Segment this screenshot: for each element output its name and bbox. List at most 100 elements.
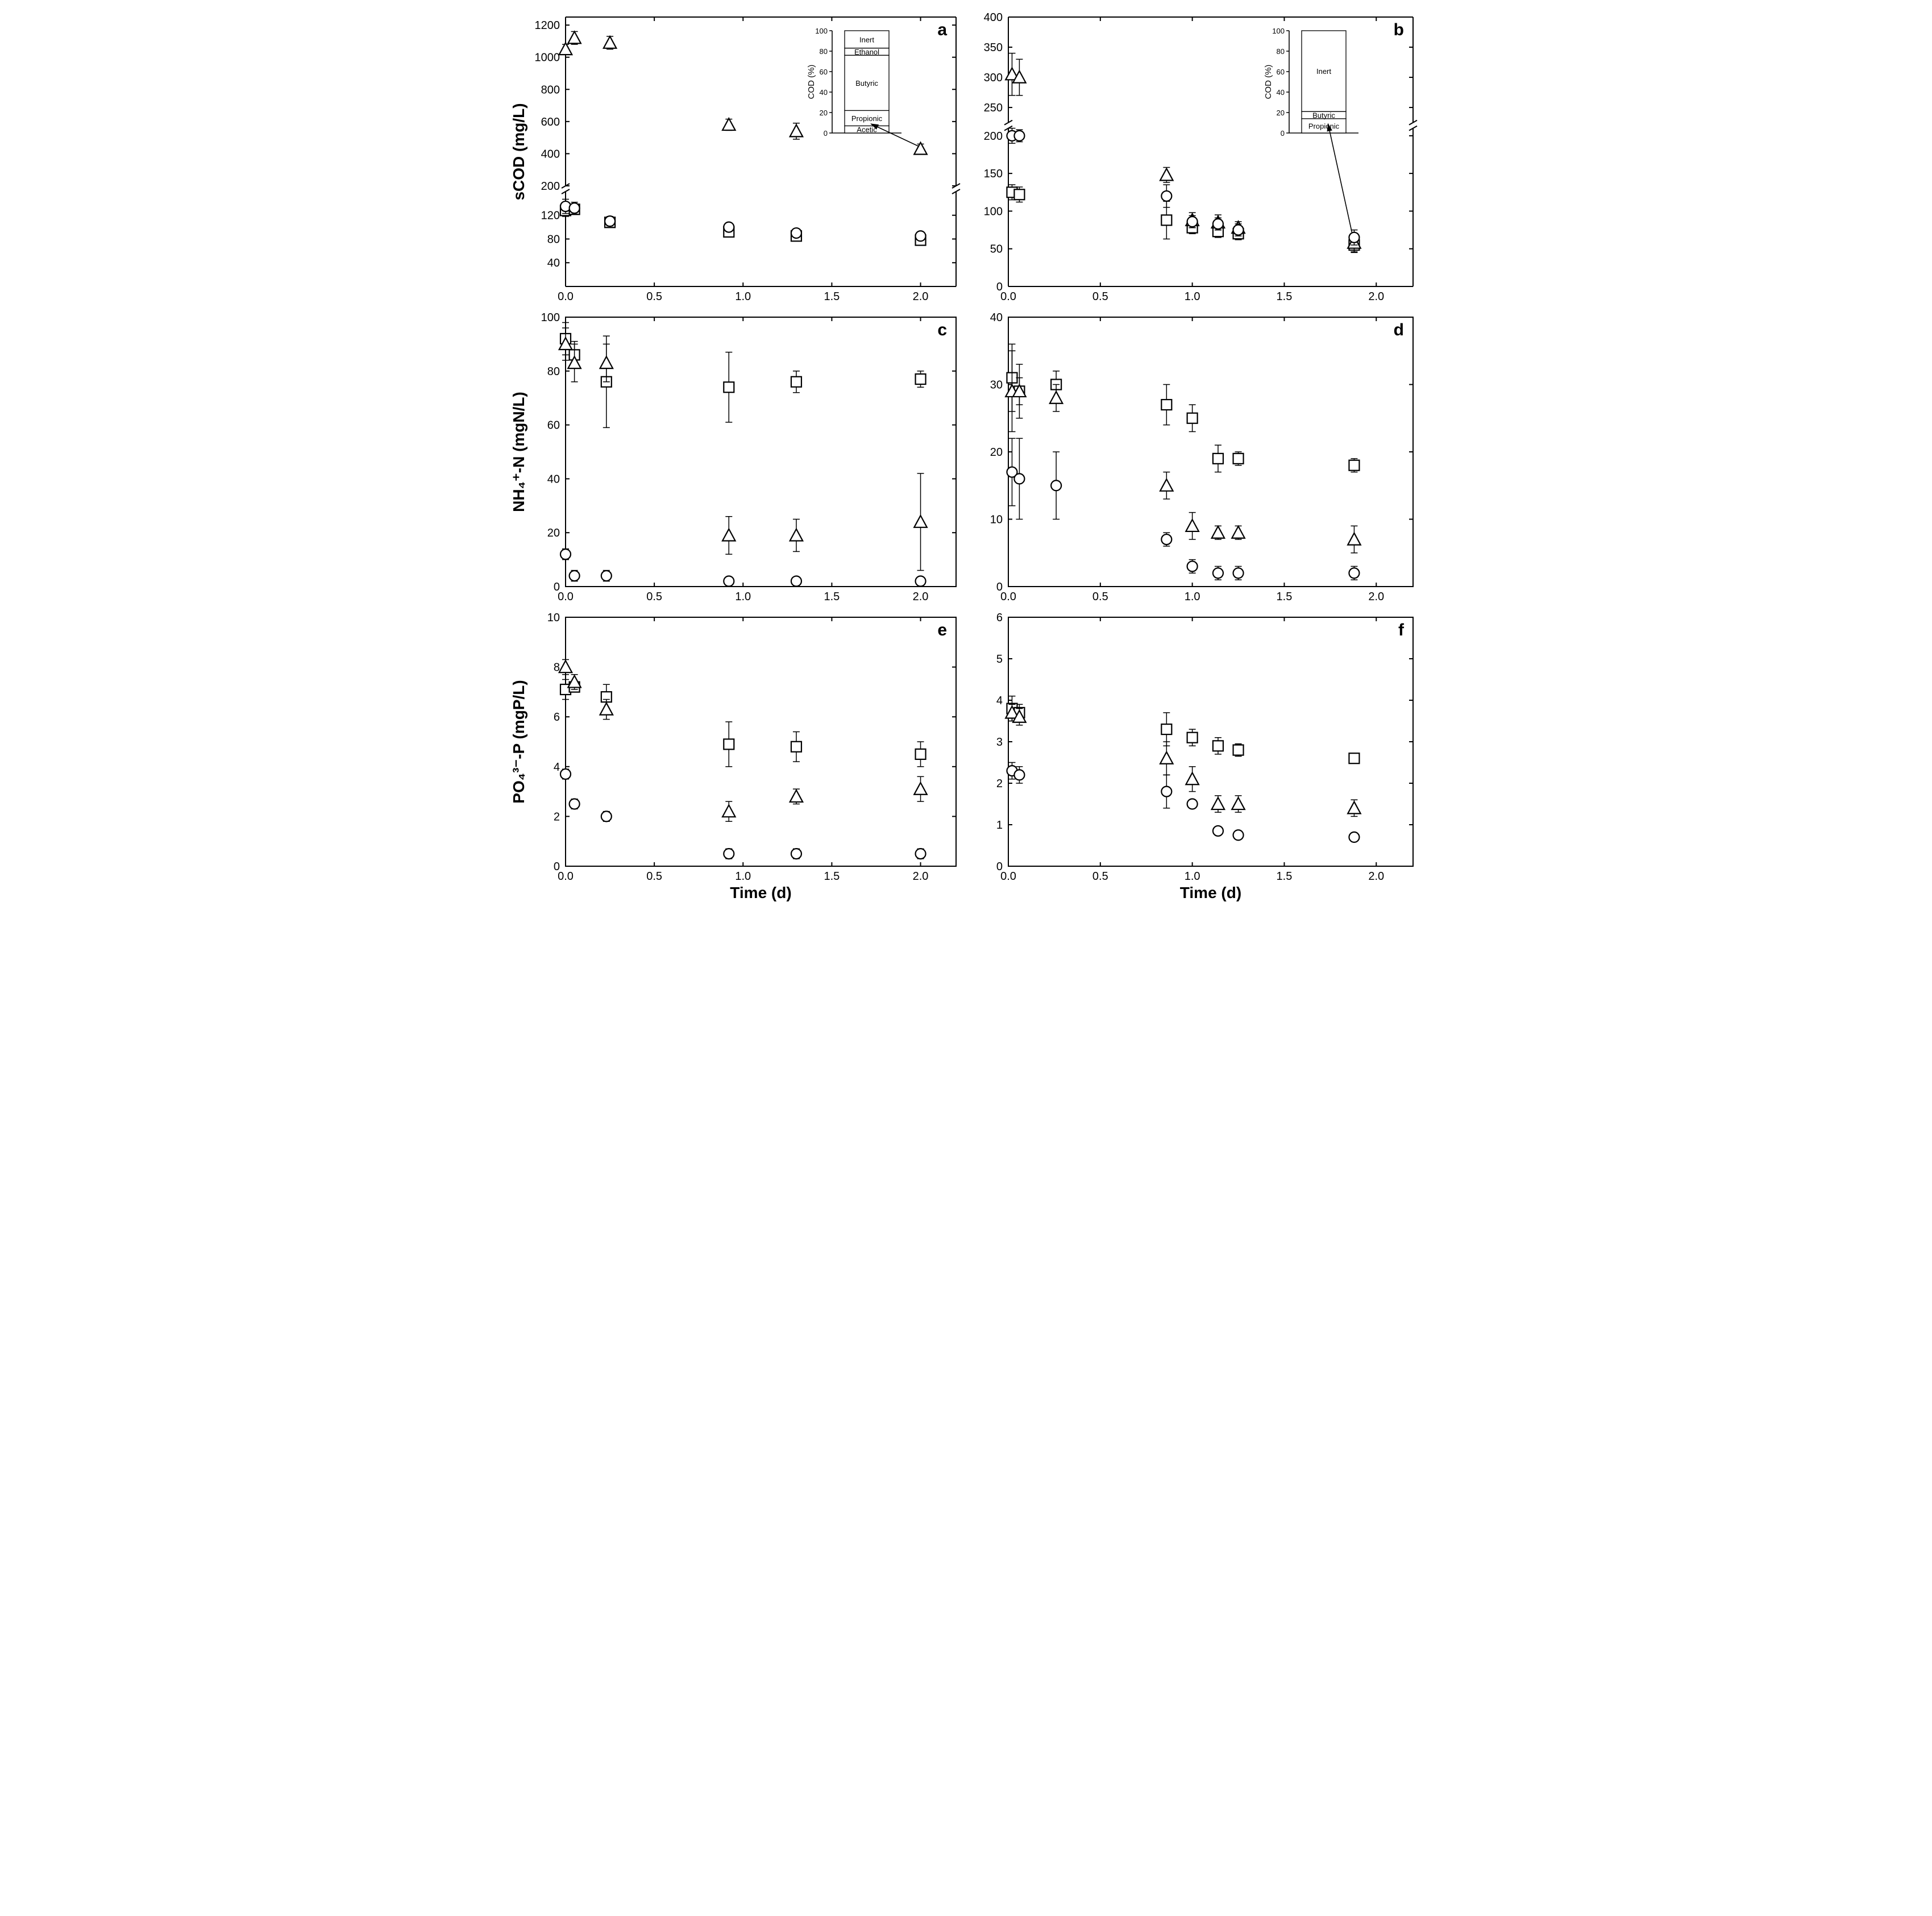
svg-text:20: 20 (1276, 109, 1284, 117)
inset-ylabel: COD (%) (1264, 65, 1273, 99)
svg-text:1.5: 1.5 (824, 870, 840, 883)
svg-text:2.0: 2.0 (1368, 290, 1384, 303)
series-triangle (1006, 704, 1360, 816)
svg-text:0.0: 0.0 (558, 591, 574, 603)
svg-text:20: 20 (547, 527, 559, 539)
inset-segment-label: Inert (859, 35, 874, 44)
svg-text:100: 100 (983, 205, 1002, 218)
panel-a: 4080120200400600800100012000.00.51.01.52… (512, 11, 966, 307)
svg-text:40: 40 (819, 88, 827, 97)
y-axis-label: PO₄³⁻-P (mgP/L) (512, 680, 527, 803)
series-square (560, 322, 926, 427)
panel-container-c: 0204060801000.00.51.01.52.0NH₄⁺-N (mgN/L… (512, 311, 966, 609)
svg-text:4: 4 (553, 761, 559, 774)
series-circle (1007, 763, 1359, 842)
inset-segment-label: Propionic (851, 114, 882, 123)
panel-container-d: 0102030400.00.51.01.52.0d (969, 311, 1423, 609)
svg-text:5: 5 (996, 653, 1002, 666)
svg-text:1.0: 1.0 (1184, 870, 1200, 883)
svg-text:6: 6 (996, 612, 1002, 624)
panel-f: 01234560.00.51.01.52.0Time (d)f (969, 612, 1423, 907)
svg-text:0.5: 0.5 (646, 870, 662, 883)
panel-container-a: 4080120200400600800100012000.00.51.01.52… (512, 11, 966, 309)
svg-text:40: 40 (990, 311, 1002, 324)
series-circle (1007, 438, 1359, 580)
inset-segment-label: Butyric (1312, 111, 1335, 120)
inset-segment-label: Butyric (855, 79, 878, 88)
svg-text:2.0: 2.0 (912, 591, 928, 603)
svg-text:40: 40 (1276, 88, 1284, 97)
svg-text:80: 80 (1276, 47, 1284, 56)
svg-text:30: 30 (990, 379, 1002, 392)
svg-text:800: 800 (541, 84, 559, 96)
series-square (560, 204, 926, 245)
panel-container-e: 02468100.00.51.01.52.0PO₄³⁻-P (mgP/L)Tim… (512, 612, 966, 909)
svg-text:1.5: 1.5 (824, 591, 840, 603)
series-circle (560, 549, 926, 587)
y-axis-label: sCOD (mg/L) (512, 103, 527, 200)
svg-text:60: 60 (819, 68, 827, 76)
svg-text:40: 40 (547, 257, 559, 269)
panel-b: 0501001502002503003504000.00.51.01.52.00… (969, 11, 1423, 307)
inset-segment-label: Propionic (1308, 122, 1339, 130)
svg-text:0.0: 0.0 (1000, 870, 1016, 883)
series-square (1007, 185, 1359, 252)
svg-text:60: 60 (547, 419, 559, 432)
x-axis-label: Time (d) (1179, 884, 1241, 901)
panel-letter: d (1393, 321, 1403, 339)
svg-text:1000: 1000 (534, 52, 560, 64)
svg-text:0.5: 0.5 (1092, 290, 1108, 303)
svg-text:100: 100 (815, 27, 828, 35)
inset-segment-label: Acetic (857, 126, 877, 134)
svg-text:1.0: 1.0 (1184, 290, 1200, 303)
x-axis-label: Time (d) (730, 884, 791, 901)
series-square (1007, 696, 1359, 764)
svg-text:0.5: 0.5 (646, 591, 662, 603)
svg-text:200: 200 (983, 130, 1002, 143)
svg-text:4: 4 (996, 695, 1002, 707)
svg-text:1.0: 1.0 (735, 870, 751, 883)
svg-text:100: 100 (541, 311, 559, 324)
inset-ylabel: COD (%) (807, 65, 816, 99)
panel-letter: a (937, 20, 947, 39)
svg-text:1.0: 1.0 (735, 290, 751, 303)
svg-text:1.0: 1.0 (1184, 591, 1200, 603)
svg-text:400: 400 (983, 11, 1002, 24)
svg-text:1200: 1200 (534, 19, 560, 32)
series-triangle (559, 659, 926, 821)
panel-container-b: 0501001502002503003504000.00.51.01.52.00… (969, 11, 1423, 309)
svg-text:0: 0 (823, 129, 827, 138)
svg-text:0.0: 0.0 (558, 870, 574, 883)
svg-text:2: 2 (553, 811, 559, 823)
panel-c: 0204060801000.00.51.01.52.0NH₄⁺-N (mgN/L… (512, 311, 966, 607)
panel-e: 02468100.00.51.01.52.0PO₄³⁻-P (mgP/L)Tim… (512, 612, 966, 907)
series-circle (560, 769, 926, 859)
svg-text:0.5: 0.5 (1092, 591, 1108, 603)
svg-text:1.5: 1.5 (1276, 870, 1292, 883)
svg-text:10: 10 (990, 514, 1002, 526)
svg-text:1.0: 1.0 (735, 591, 751, 603)
svg-text:100: 100 (1272, 27, 1285, 35)
svg-text:60: 60 (1276, 68, 1284, 76)
svg-text:400: 400 (541, 148, 559, 160)
series-square (1007, 344, 1359, 472)
panel-letter: c (937, 321, 947, 339)
svg-text:2.0: 2.0 (912, 290, 928, 303)
svg-text:3: 3 (996, 736, 1002, 749)
svg-text:50: 50 (990, 243, 1002, 256)
svg-text:1.5: 1.5 (824, 290, 840, 303)
series-square (560, 680, 926, 767)
svg-text:80: 80 (547, 233, 559, 246)
panel-letter: b (1393, 20, 1403, 39)
inset-segment-label: Inert (1316, 67, 1331, 76)
series-circle (1007, 128, 1359, 245)
svg-text:350: 350 (983, 41, 1002, 54)
inset-stacked-bar: 020406080100COD (%)PropionicButyricInert (1264, 27, 1358, 138)
svg-text:80: 80 (819, 47, 827, 56)
svg-text:2.0: 2.0 (912, 870, 928, 883)
svg-text:250: 250 (983, 102, 1002, 114)
svg-text:1.5: 1.5 (1276, 591, 1292, 603)
series-circle (560, 200, 926, 242)
svg-text:20: 20 (819, 109, 827, 117)
svg-text:1: 1 (996, 819, 1002, 832)
